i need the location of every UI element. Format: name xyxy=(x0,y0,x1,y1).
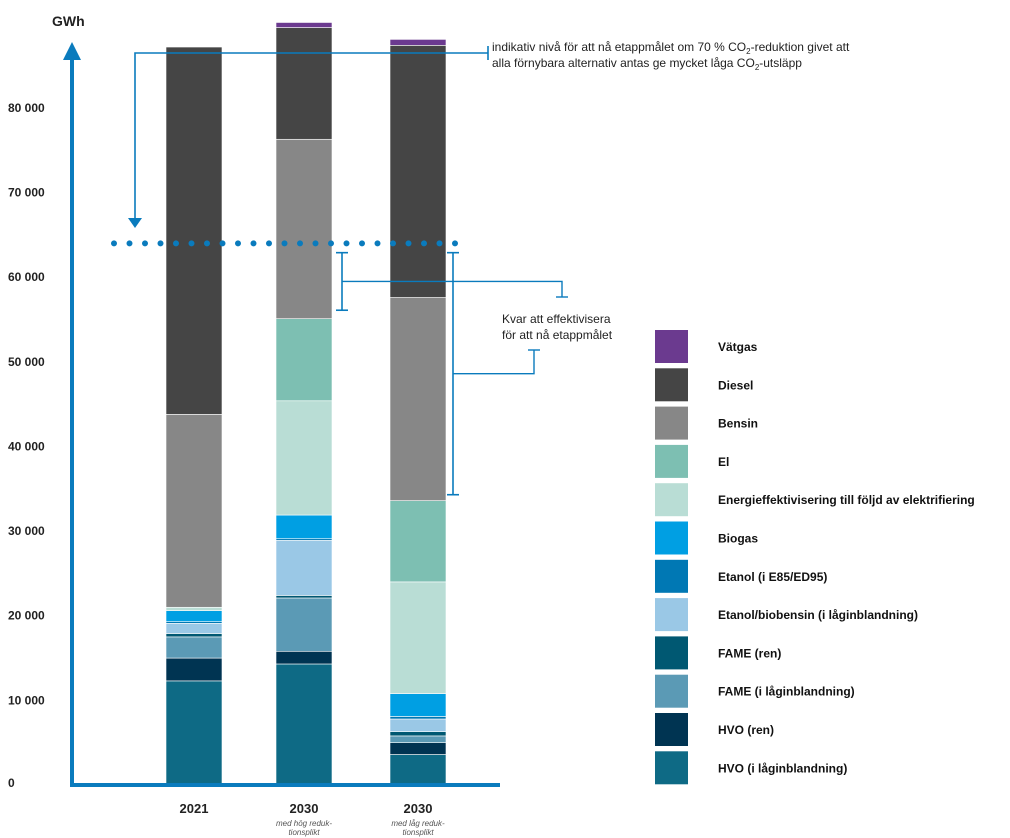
y-axis-unit-label: GWh xyxy=(52,13,85,29)
legend-label: Energieffektivisering till följd av elek… xyxy=(718,493,975,507)
bar-segment-1-11 xyxy=(275,22,333,28)
x-tick-label: 2030 xyxy=(404,801,433,816)
x-tick-sublabel: tionsplikt xyxy=(288,828,320,837)
bar-segment-0-0 xyxy=(165,680,223,786)
legend-label: Etanol/biobensin (i låginblandning) xyxy=(718,608,918,622)
axes-group: GWh 0 10 000 20 000 30 000 40 000 50 000 60 000… xyxy=(8,13,500,837)
bar-segment-2-11 xyxy=(389,39,447,46)
legend-label: El xyxy=(718,455,729,469)
reference-label-part: indikativ nivå för att nå etappmålet om … xyxy=(492,40,746,54)
legend-label: Bensin xyxy=(718,417,758,431)
y-tick-label: 30 000 xyxy=(8,524,45,538)
annotations-group: indikativ nivå för att nå etappmålet om … xyxy=(111,40,850,496)
y-tick-label: 20 000 xyxy=(8,609,45,623)
y-tick-label: 50 000 xyxy=(8,355,45,369)
bar-segment-2-2 xyxy=(389,735,447,743)
bar-segment-1-4 xyxy=(275,540,333,596)
bar-segment-2-0 xyxy=(389,754,447,786)
reference-callout-arrow-icon xyxy=(128,218,142,228)
legend-label: HVO (i låginblandning) xyxy=(718,761,847,775)
reference-label-part: -reduktion givet att xyxy=(751,40,850,54)
y-tick-label: 70 000 xyxy=(8,186,45,200)
bar-segment-0-10 xyxy=(165,46,223,415)
legend-swatch xyxy=(655,636,688,670)
legend-label: Diesel xyxy=(718,378,753,392)
bar-segment-1-8 xyxy=(275,318,333,402)
legend-group: Vätgas Diesel Bensin El Energieffektiviserin… xyxy=(655,330,975,785)
y-tick-label: 80 000 xyxy=(8,101,45,115)
bar-segment-1-3 xyxy=(275,595,333,599)
bar-segment-1-2 xyxy=(275,597,333,652)
legend-swatch xyxy=(655,368,688,402)
x-tick-sublabel: med hög reduk- xyxy=(276,819,332,828)
bar-segment-1-0 xyxy=(275,663,333,786)
y-tick-label: 60 000 xyxy=(8,270,45,284)
y-tick-label: 10 000 xyxy=(8,693,45,707)
bar-segment-2-4 xyxy=(389,718,447,732)
bar-segment-0-1 xyxy=(165,657,223,682)
legend-swatch xyxy=(655,713,688,746)
bars-group xyxy=(165,22,447,786)
x-tick-sublabel: tionsplikt xyxy=(402,828,434,837)
bar-segment-0-7 xyxy=(165,606,223,611)
gap-annotation-label: för att nå etappmålet xyxy=(502,328,613,342)
bar-segment-2-5 xyxy=(389,716,447,720)
bar-segment-1-9 xyxy=(275,138,333,319)
x-tick-label: 2021 xyxy=(180,801,209,816)
legend-label: Etanol (i E85/ED95) xyxy=(718,570,827,584)
reference-label-subscript: 2 xyxy=(746,47,751,56)
bar-segment-0-2 xyxy=(165,636,223,659)
bar-segment-2-8 xyxy=(389,500,447,583)
y-tick-label: 40 000 xyxy=(8,439,45,453)
legend-swatch xyxy=(655,751,688,785)
gap-annotation-label: Kvar att effektivisera xyxy=(502,312,611,326)
gap-connector-line xyxy=(453,350,535,375)
reference-callout-line xyxy=(134,52,488,218)
y-axis-arrow-icon xyxy=(63,42,81,60)
bar-segment-2-9 xyxy=(389,297,447,501)
reference-label-part: alla förnybara alternativ antas ge mycke… xyxy=(492,56,755,70)
bar-segment-2-6 xyxy=(389,693,447,717)
bar-segment-0-6 xyxy=(165,610,223,622)
reference-label-subscript: 2 xyxy=(755,63,760,72)
legend-swatch xyxy=(655,406,688,440)
legend-swatch xyxy=(655,598,688,632)
legend-label: Biogas xyxy=(718,532,758,546)
x-tick-sublabel: med låg reduk- xyxy=(391,819,445,828)
legend-label: FAME (i låginblandning) xyxy=(718,685,855,699)
legend-swatch xyxy=(655,444,688,478)
gap-connector-line xyxy=(342,280,563,297)
legend-label: Vätgas xyxy=(718,340,758,354)
legend-swatch xyxy=(655,674,688,708)
bar-segment-1-1 xyxy=(275,650,333,665)
reference-line-label: indikativ nivå för att nå etappmålet om … xyxy=(492,40,850,56)
legend-swatch xyxy=(655,483,688,517)
bar-segment-0-3 xyxy=(165,633,223,638)
bar-segment-2-1 xyxy=(389,742,447,755)
x-tick-label: 2030 xyxy=(290,801,319,816)
reference-line-label: alla förnybara alternativ antas ge mycke… xyxy=(492,56,802,72)
bar-segment-0-9 xyxy=(165,414,223,608)
reference-label-part: -utsläpp xyxy=(759,56,802,70)
legend-swatch xyxy=(655,330,688,363)
legend-label: FAME (ren) xyxy=(718,646,781,660)
y-tick-label: 0 xyxy=(8,776,15,790)
bar-segment-0-4 xyxy=(165,623,223,634)
legend-swatch xyxy=(655,559,688,593)
bar-segment-1-6 xyxy=(275,514,333,540)
legend-label: HVO (ren) xyxy=(718,723,774,737)
bar-segment-2-7 xyxy=(389,581,447,694)
bar-segment-2-10 xyxy=(389,45,447,298)
bar-segment-1-10 xyxy=(275,27,333,140)
bar-segment-2-3 xyxy=(389,731,447,737)
legend-swatch xyxy=(655,521,688,555)
bar-segment-1-7 xyxy=(275,400,333,516)
